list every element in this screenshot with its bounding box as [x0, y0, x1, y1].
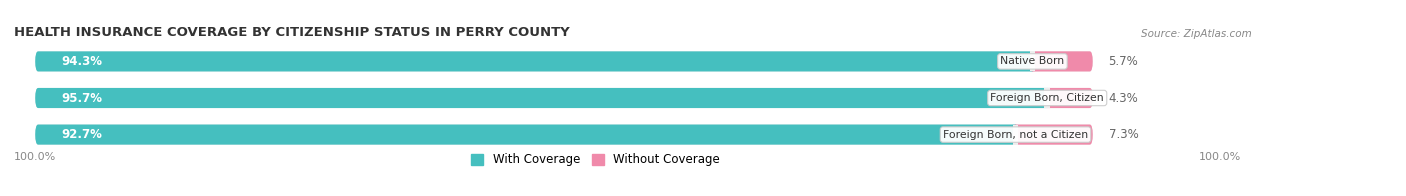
FancyBboxPatch shape: [35, 51, 1035, 72]
Text: 7.3%: 7.3%: [1108, 128, 1139, 141]
Text: Source: ZipAtlas.com: Source: ZipAtlas.com: [1140, 29, 1251, 39]
Text: Foreign Born, not a Citizen: Foreign Born, not a Citizen: [943, 130, 1088, 140]
Legend: With Coverage, Without Coverage: With Coverage, Without Coverage: [467, 149, 724, 171]
FancyBboxPatch shape: [1012, 124, 1092, 145]
Text: 95.7%: 95.7%: [62, 92, 103, 104]
FancyBboxPatch shape: [35, 88, 1092, 108]
Bar: [1045, 88, 1047, 108]
Text: HEALTH INSURANCE COVERAGE BY CITIZENSHIP STATUS IN PERRY COUNTY: HEALTH INSURANCE COVERAGE BY CITIZENSHIP…: [14, 26, 569, 39]
Text: Foreign Born, Citizen: Foreign Born, Citizen: [990, 93, 1104, 103]
Text: 100.0%: 100.0%: [14, 152, 56, 162]
Text: Native Born: Native Born: [1001, 56, 1064, 66]
Bar: [1015, 124, 1018, 145]
FancyBboxPatch shape: [35, 124, 1018, 145]
Bar: [1047, 88, 1050, 108]
FancyBboxPatch shape: [35, 51, 1092, 72]
Text: 100.0%: 100.0%: [1198, 152, 1240, 162]
Bar: [1032, 51, 1035, 72]
Bar: [1012, 124, 1015, 145]
Text: 5.7%: 5.7%: [1108, 55, 1139, 68]
Text: 92.7%: 92.7%: [62, 128, 103, 141]
FancyBboxPatch shape: [1045, 88, 1092, 108]
Bar: [1029, 51, 1032, 72]
FancyBboxPatch shape: [1029, 51, 1092, 72]
Text: 4.3%: 4.3%: [1108, 92, 1139, 104]
Text: 94.3%: 94.3%: [62, 55, 103, 68]
FancyBboxPatch shape: [35, 124, 1092, 145]
FancyBboxPatch shape: [35, 88, 1050, 108]
